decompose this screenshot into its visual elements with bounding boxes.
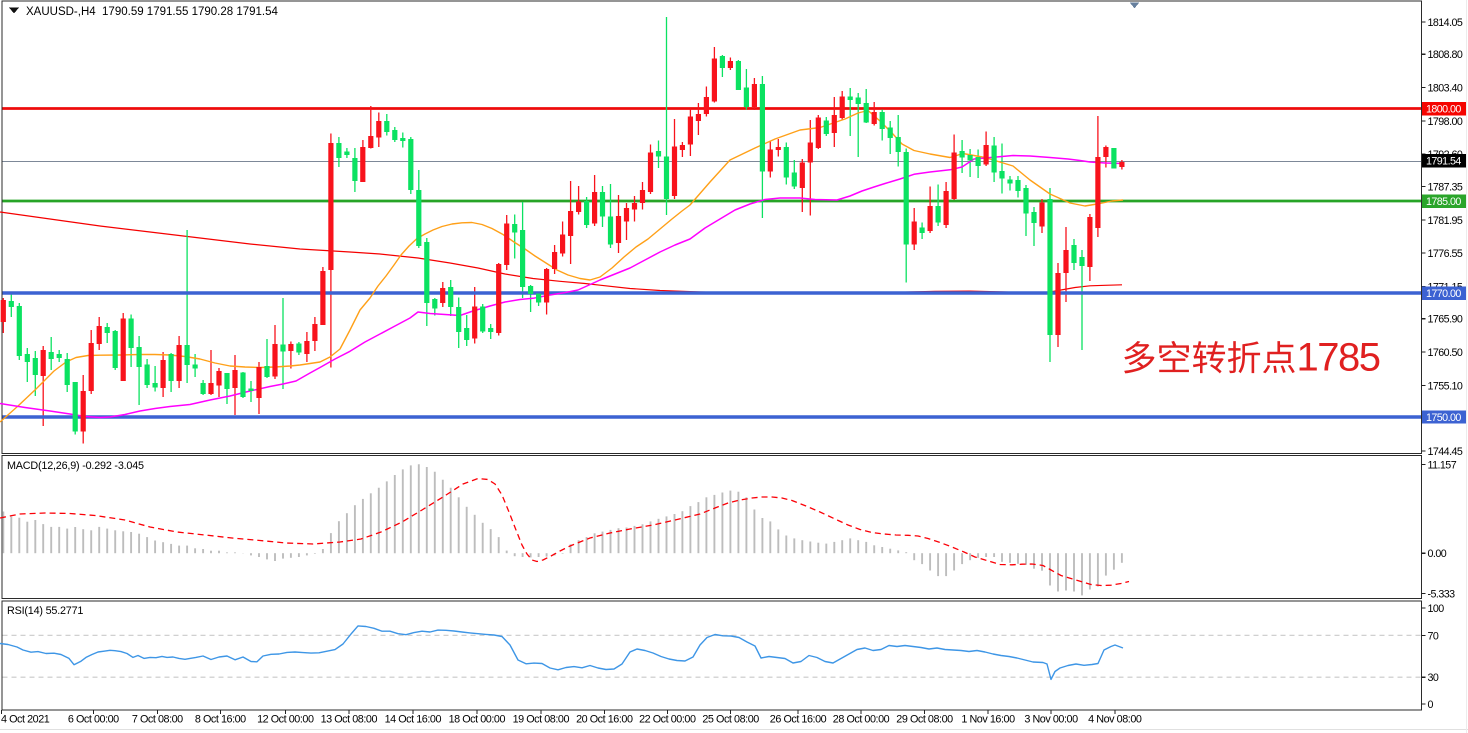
svg-text:1765.90: 1765.90: [1428, 314, 1463, 326]
svg-text:1781.95: 1781.95: [1428, 215, 1463, 227]
svg-text:1814.05: 1814.05: [1428, 17, 1463, 29]
svg-text:14 Oct 16:00: 14 Oct 16:00: [385, 714, 442, 726]
svg-text:12 Oct 00:00: 12 Oct 00:00: [257, 714, 314, 726]
svg-text:XAUUSD-,H4 1790.59 1791.55 17: XAUUSD-,H4 1790.59 1791.55 1790.28 1791.…: [26, 6, 279, 18]
svg-text:0: 0: [1428, 699, 1434, 711]
svg-text:13 Oct 08:00: 13 Oct 08:00: [321, 714, 378, 726]
svg-text:11.157: 11.157: [1428, 459, 1457, 471]
svg-text:4 Oct 2021: 4 Oct 2021: [1, 714, 50, 726]
svg-text:22 Oct 00:00: 22 Oct 00:00: [639, 714, 696, 726]
svg-text:28 Oct 00:00: 28 Oct 00:00: [833, 714, 890, 726]
svg-text:19 Oct 08:00: 19 Oct 08:00: [513, 714, 570, 726]
svg-text:8 Oct 16:00: 8 Oct 16:00: [195, 714, 246, 726]
svg-text:1776.55: 1776.55: [1428, 248, 1463, 260]
svg-text:1787.35: 1787.35: [1428, 182, 1463, 194]
svg-text:7 Oct 08:00: 7 Oct 08:00: [132, 714, 183, 726]
svg-text:1785.00: 1785.00: [1426, 196, 1461, 208]
svg-text:1808.80: 1808.80: [1428, 49, 1463, 61]
svg-text:-5.333: -5.333: [1428, 589, 1456, 601]
svg-text:1760.50: 1760.50: [1428, 347, 1463, 359]
svg-text:70: 70: [1428, 630, 1439, 642]
svg-text:1791.54: 1791.54: [1426, 156, 1461, 168]
svg-text:29 Oct 08:00: 29 Oct 08:00: [896, 714, 953, 726]
svg-text:26 Oct 16:00: 26 Oct 16:00: [770, 714, 827, 726]
svg-text:100: 100: [1428, 603, 1445, 615]
svg-text:RSI(14) 55.2771: RSI(14) 55.2771: [7, 605, 83, 617]
svg-text:6 Oct 00:00: 6 Oct 00:00: [68, 714, 119, 726]
svg-text:1770.00: 1770.00: [1426, 288, 1461, 300]
svg-text:1750.00: 1750.00: [1426, 412, 1461, 424]
svg-text:1803.40: 1803.40: [1428, 83, 1463, 95]
svg-text:1798.00: 1798.00: [1428, 116, 1463, 128]
svg-text:18 Oct 00:00: 18 Oct 00:00: [449, 714, 506, 726]
svg-text:1744.45: 1744.45: [1428, 446, 1463, 458]
svg-text:4 Nov 08:00: 4 Nov 08:00: [1088, 714, 1142, 726]
svg-text:1 Nov 16:00: 1 Nov 16:00: [961, 714, 1015, 726]
svg-text:0.00: 0.00: [1428, 548, 1447, 560]
svg-text:MACD(12,26,9) -0.292 -3.045: MACD(12,26,9) -0.292 -3.045: [7, 460, 144, 472]
svg-text:1800.00: 1800.00: [1426, 104, 1461, 116]
svg-text:25 Oct 08:00: 25 Oct 08:00: [702, 714, 759, 726]
svg-text:30: 30: [1428, 672, 1439, 684]
svg-text:1755.10: 1755.10: [1428, 380, 1463, 392]
svg-text:3 Nov 00:00: 3 Nov 00:00: [1024, 714, 1078, 726]
svg-text:20 Oct 16:00: 20 Oct 16:00: [576, 714, 633, 726]
svg-text:1785: 1785: [1297, 336, 1380, 380]
